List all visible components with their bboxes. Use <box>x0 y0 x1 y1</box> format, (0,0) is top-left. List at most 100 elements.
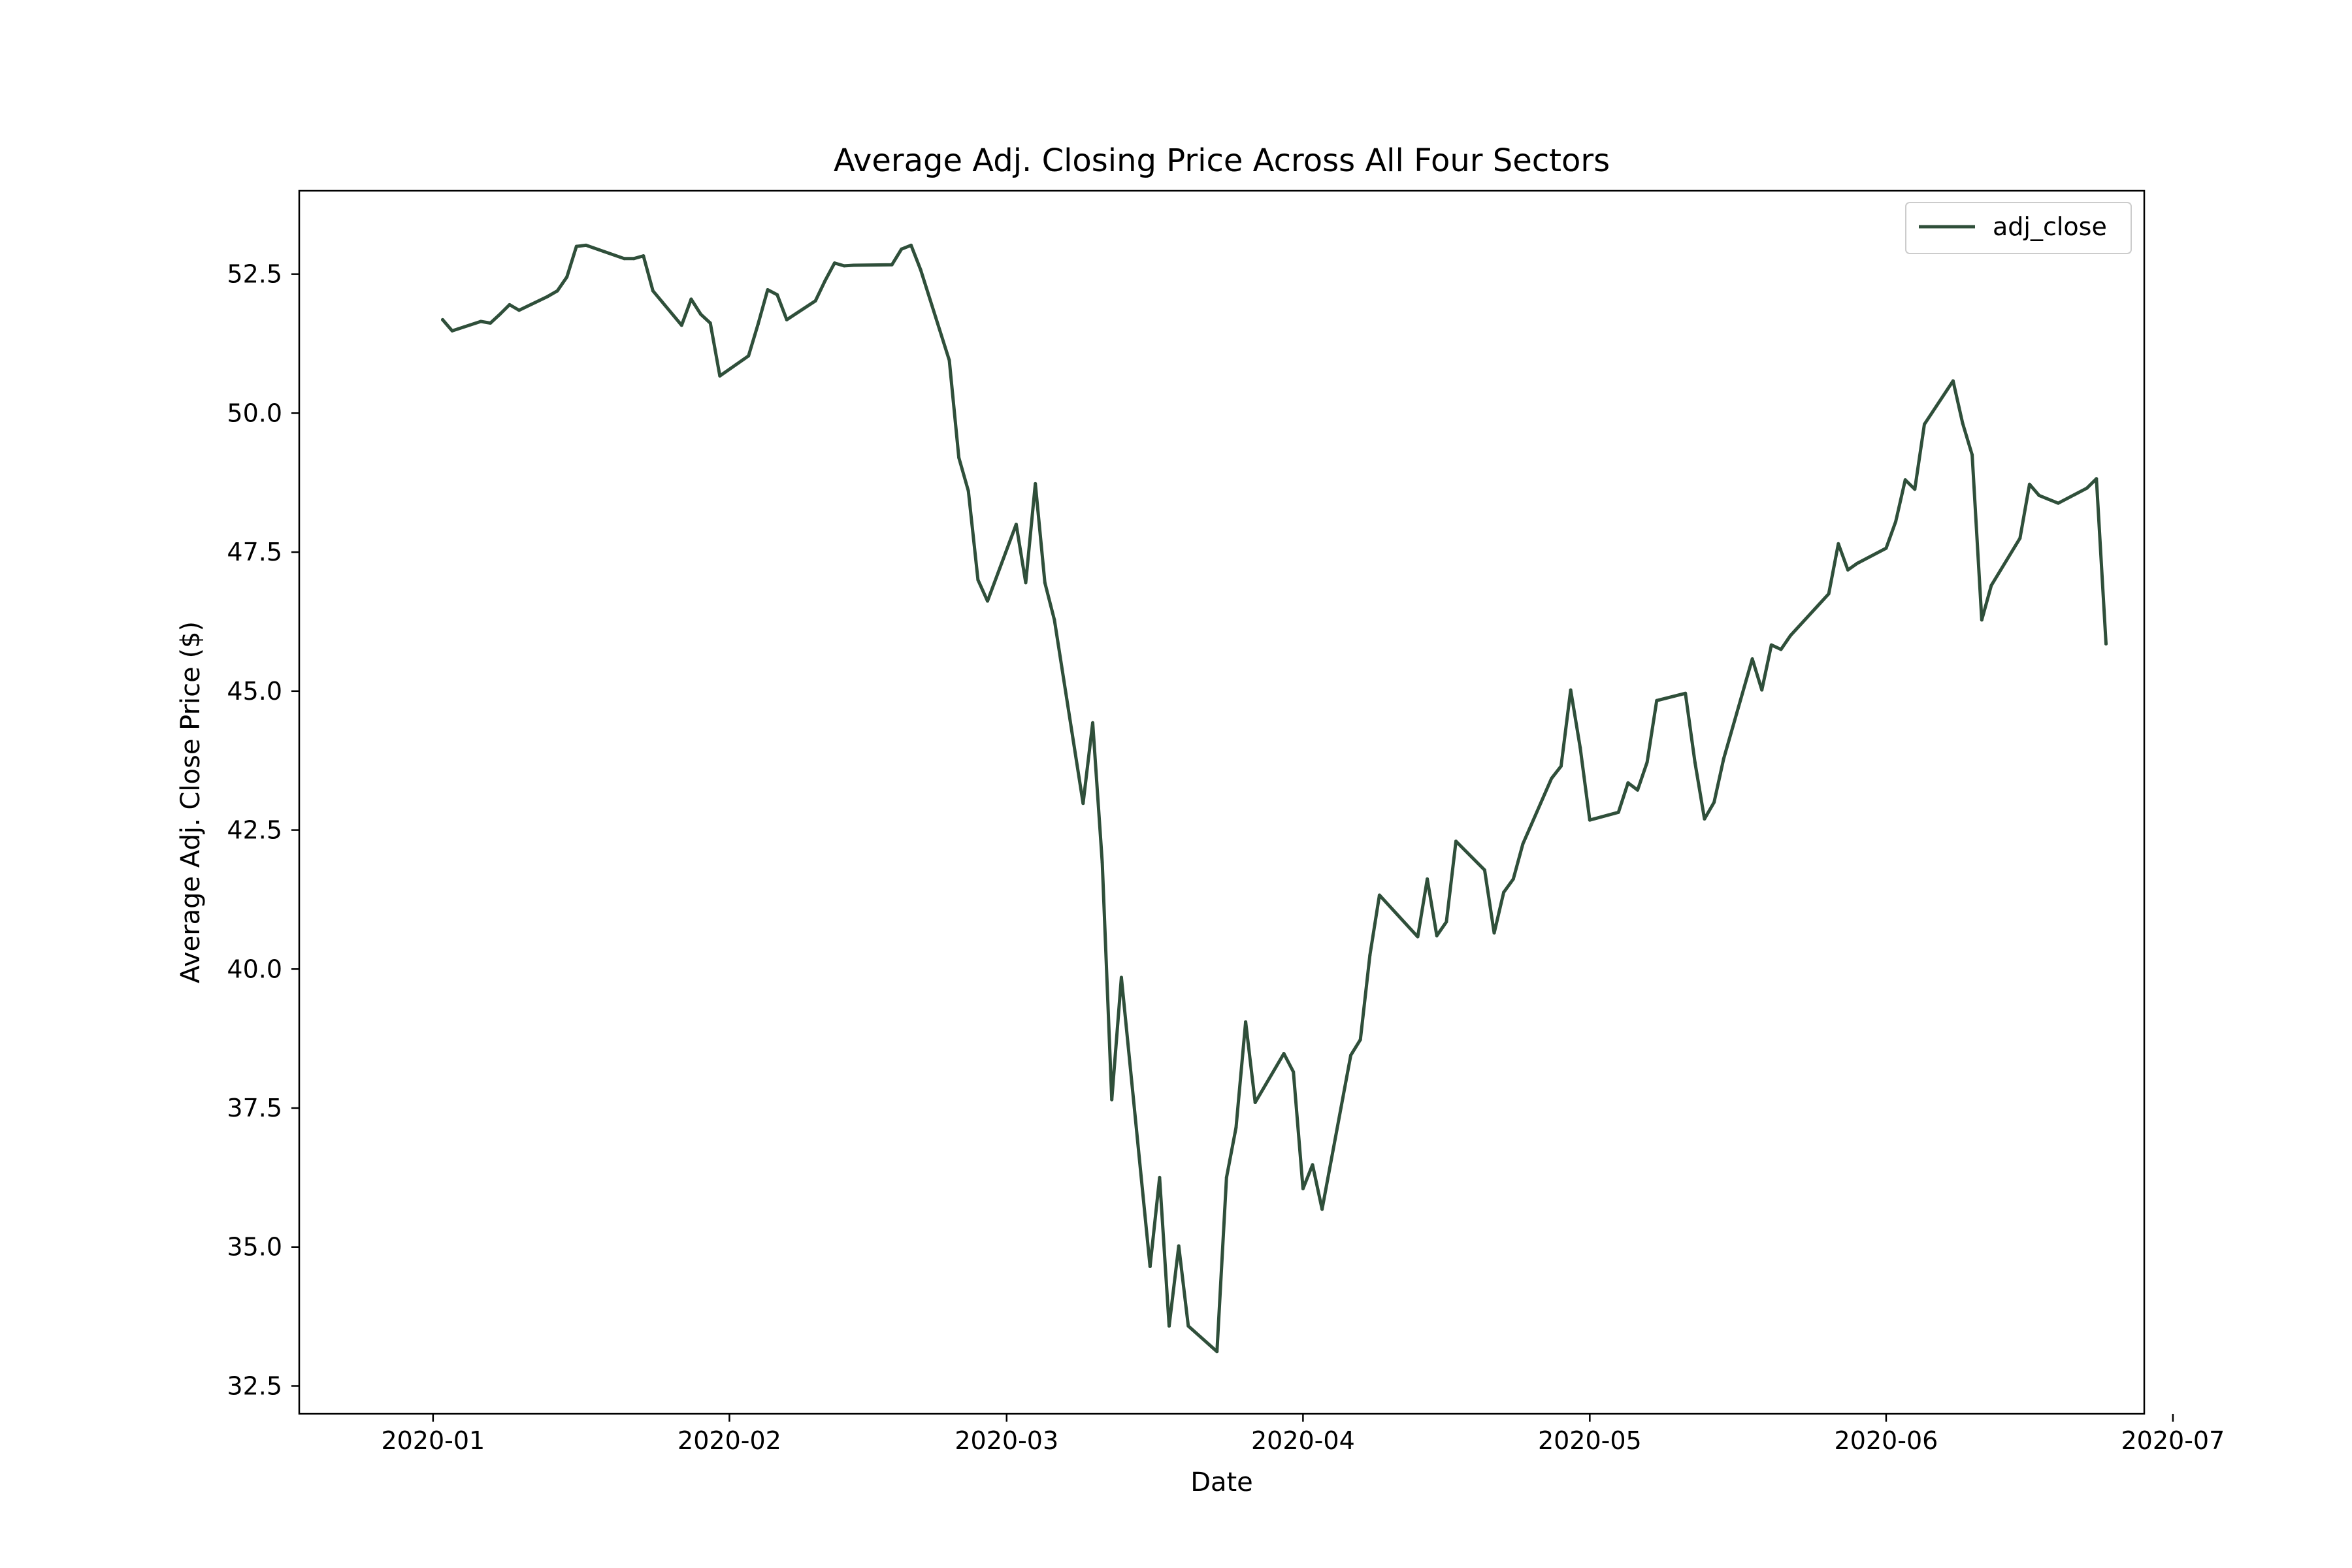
legend-box <box>1905 202 2132 254</box>
data-point <box>1684 691 1688 695</box>
data-point <box>1989 583 1993 587</box>
data-point <box>2056 501 2060 505</box>
data-point <box>498 312 502 316</box>
data-point <box>1884 546 1888 550</box>
data-point <box>1980 618 1984 622</box>
data-point <box>2085 486 2089 490</box>
data-point <box>1636 788 1639 792</box>
data-point <box>1827 592 1831 596</box>
data-point <box>890 263 894 267</box>
data-point <box>2104 642 2108 645</box>
legend-label: adj_close <box>1993 212 2107 241</box>
y-tick-label: 47.5 <box>227 538 282 566</box>
data-point <box>1320 1207 1324 1211</box>
y-tick-label: 52.5 <box>227 260 282 289</box>
data-point <box>1502 890 1506 894</box>
data-point <box>1435 934 1439 938</box>
data-point <box>756 322 760 326</box>
data-point <box>1301 1186 1305 1190</box>
data-point <box>976 578 980 582</box>
data-point <box>1588 818 1592 822</box>
data-point <box>1186 1324 1190 1328</box>
data-point <box>2095 477 2099 481</box>
data-point <box>1358 1037 1362 1041</box>
data-point <box>1722 757 1725 761</box>
data-point <box>1903 478 1907 482</box>
data-point <box>450 329 454 333</box>
data-point <box>1511 877 1515 881</box>
data-point <box>957 455 961 459</box>
x-tick-label: 2020-02 <box>678 1426 781 1455</box>
data-point <box>1846 568 1850 572</box>
data-point <box>919 268 923 272</box>
data-point <box>508 302 512 306</box>
data-point <box>1970 453 1974 457</box>
x-tick-label: 2020-06 <box>1835 1426 1938 1455</box>
data-point <box>1769 643 1773 647</box>
data-point <box>766 288 770 291</box>
data-point <box>1760 688 1764 692</box>
data-point <box>689 297 693 301</box>
data-point <box>1855 561 1859 565</box>
data-point <box>1712 800 1716 804</box>
data-point <box>1655 698 1659 702</box>
data-point <box>832 261 836 265</box>
data-point <box>947 359 951 362</box>
data-point <box>1043 581 1047 585</box>
x-axis-label: Date <box>1190 1467 1253 1497</box>
data-point <box>1482 868 1486 872</box>
data-point <box>1244 1020 1248 1024</box>
data-point <box>623 257 626 261</box>
data-point <box>1081 802 1085 806</box>
data-point <box>1626 781 1630 785</box>
data-point <box>1923 422 1926 426</box>
data-point <box>1837 542 1840 546</box>
x-axis: 2020-01 2020-02 2020-03 2020-04 2020-05 2020-… <box>381 1414 2225 1455</box>
data-point <box>1693 760 1697 764</box>
data-point <box>1292 1070 1296 1074</box>
data-point <box>785 318 789 321</box>
data-point <box>651 289 655 293</box>
data-point <box>642 254 645 258</box>
data-point <box>1253 1101 1257 1104</box>
data-point <box>1100 860 1104 864</box>
data-point <box>1894 519 1898 523</box>
legend: adj_close <box>1905 202 2132 254</box>
data-point <box>1177 1244 1181 1248</box>
data-point <box>1578 746 1582 750</box>
data-point <box>1234 1126 1238 1130</box>
data-point <box>679 323 683 327</box>
data-point <box>813 299 817 302</box>
data-point <box>2027 482 2031 486</box>
data-point <box>1445 920 1448 924</box>
data-point <box>776 293 779 297</box>
data-point <box>1034 482 1037 485</box>
data-point <box>1024 581 1028 585</box>
y-tick-label: 35.0 <box>227 1233 282 1262</box>
data-point <box>1416 935 1420 939</box>
x-tick-label: 2020-05 <box>1538 1426 1642 1455</box>
data-point <box>2047 497 2051 501</box>
data-point <box>1091 721 1094 725</box>
plot-area: 2020-01 2020-02 2020-03 2020-04 2020-05 2020-… <box>227 189 2225 1455</box>
data-point <box>1426 877 1429 881</box>
data-point <box>852 263 856 267</box>
data-point <box>1521 842 1525 846</box>
data-point <box>1368 953 1372 957</box>
data-point <box>747 354 751 358</box>
data-point <box>1282 1052 1286 1056</box>
plot-frame <box>298 189 2146 1415</box>
data-point <box>718 374 722 378</box>
data-point <box>517 308 521 312</box>
data-point <box>1311 1163 1315 1167</box>
data-point <box>900 247 904 251</box>
y-tick-label: 42.5 <box>227 816 282 845</box>
data-point <box>1569 688 1573 692</box>
y-tick-label: 40.0 <box>227 955 282 983</box>
data-point <box>441 318 444 321</box>
data-point <box>708 321 712 325</box>
data-point <box>1454 840 1458 843</box>
x-tick-label: 2020-07 <box>2121 1426 2225 1455</box>
y-tick-label: 45.0 <box>227 677 282 706</box>
